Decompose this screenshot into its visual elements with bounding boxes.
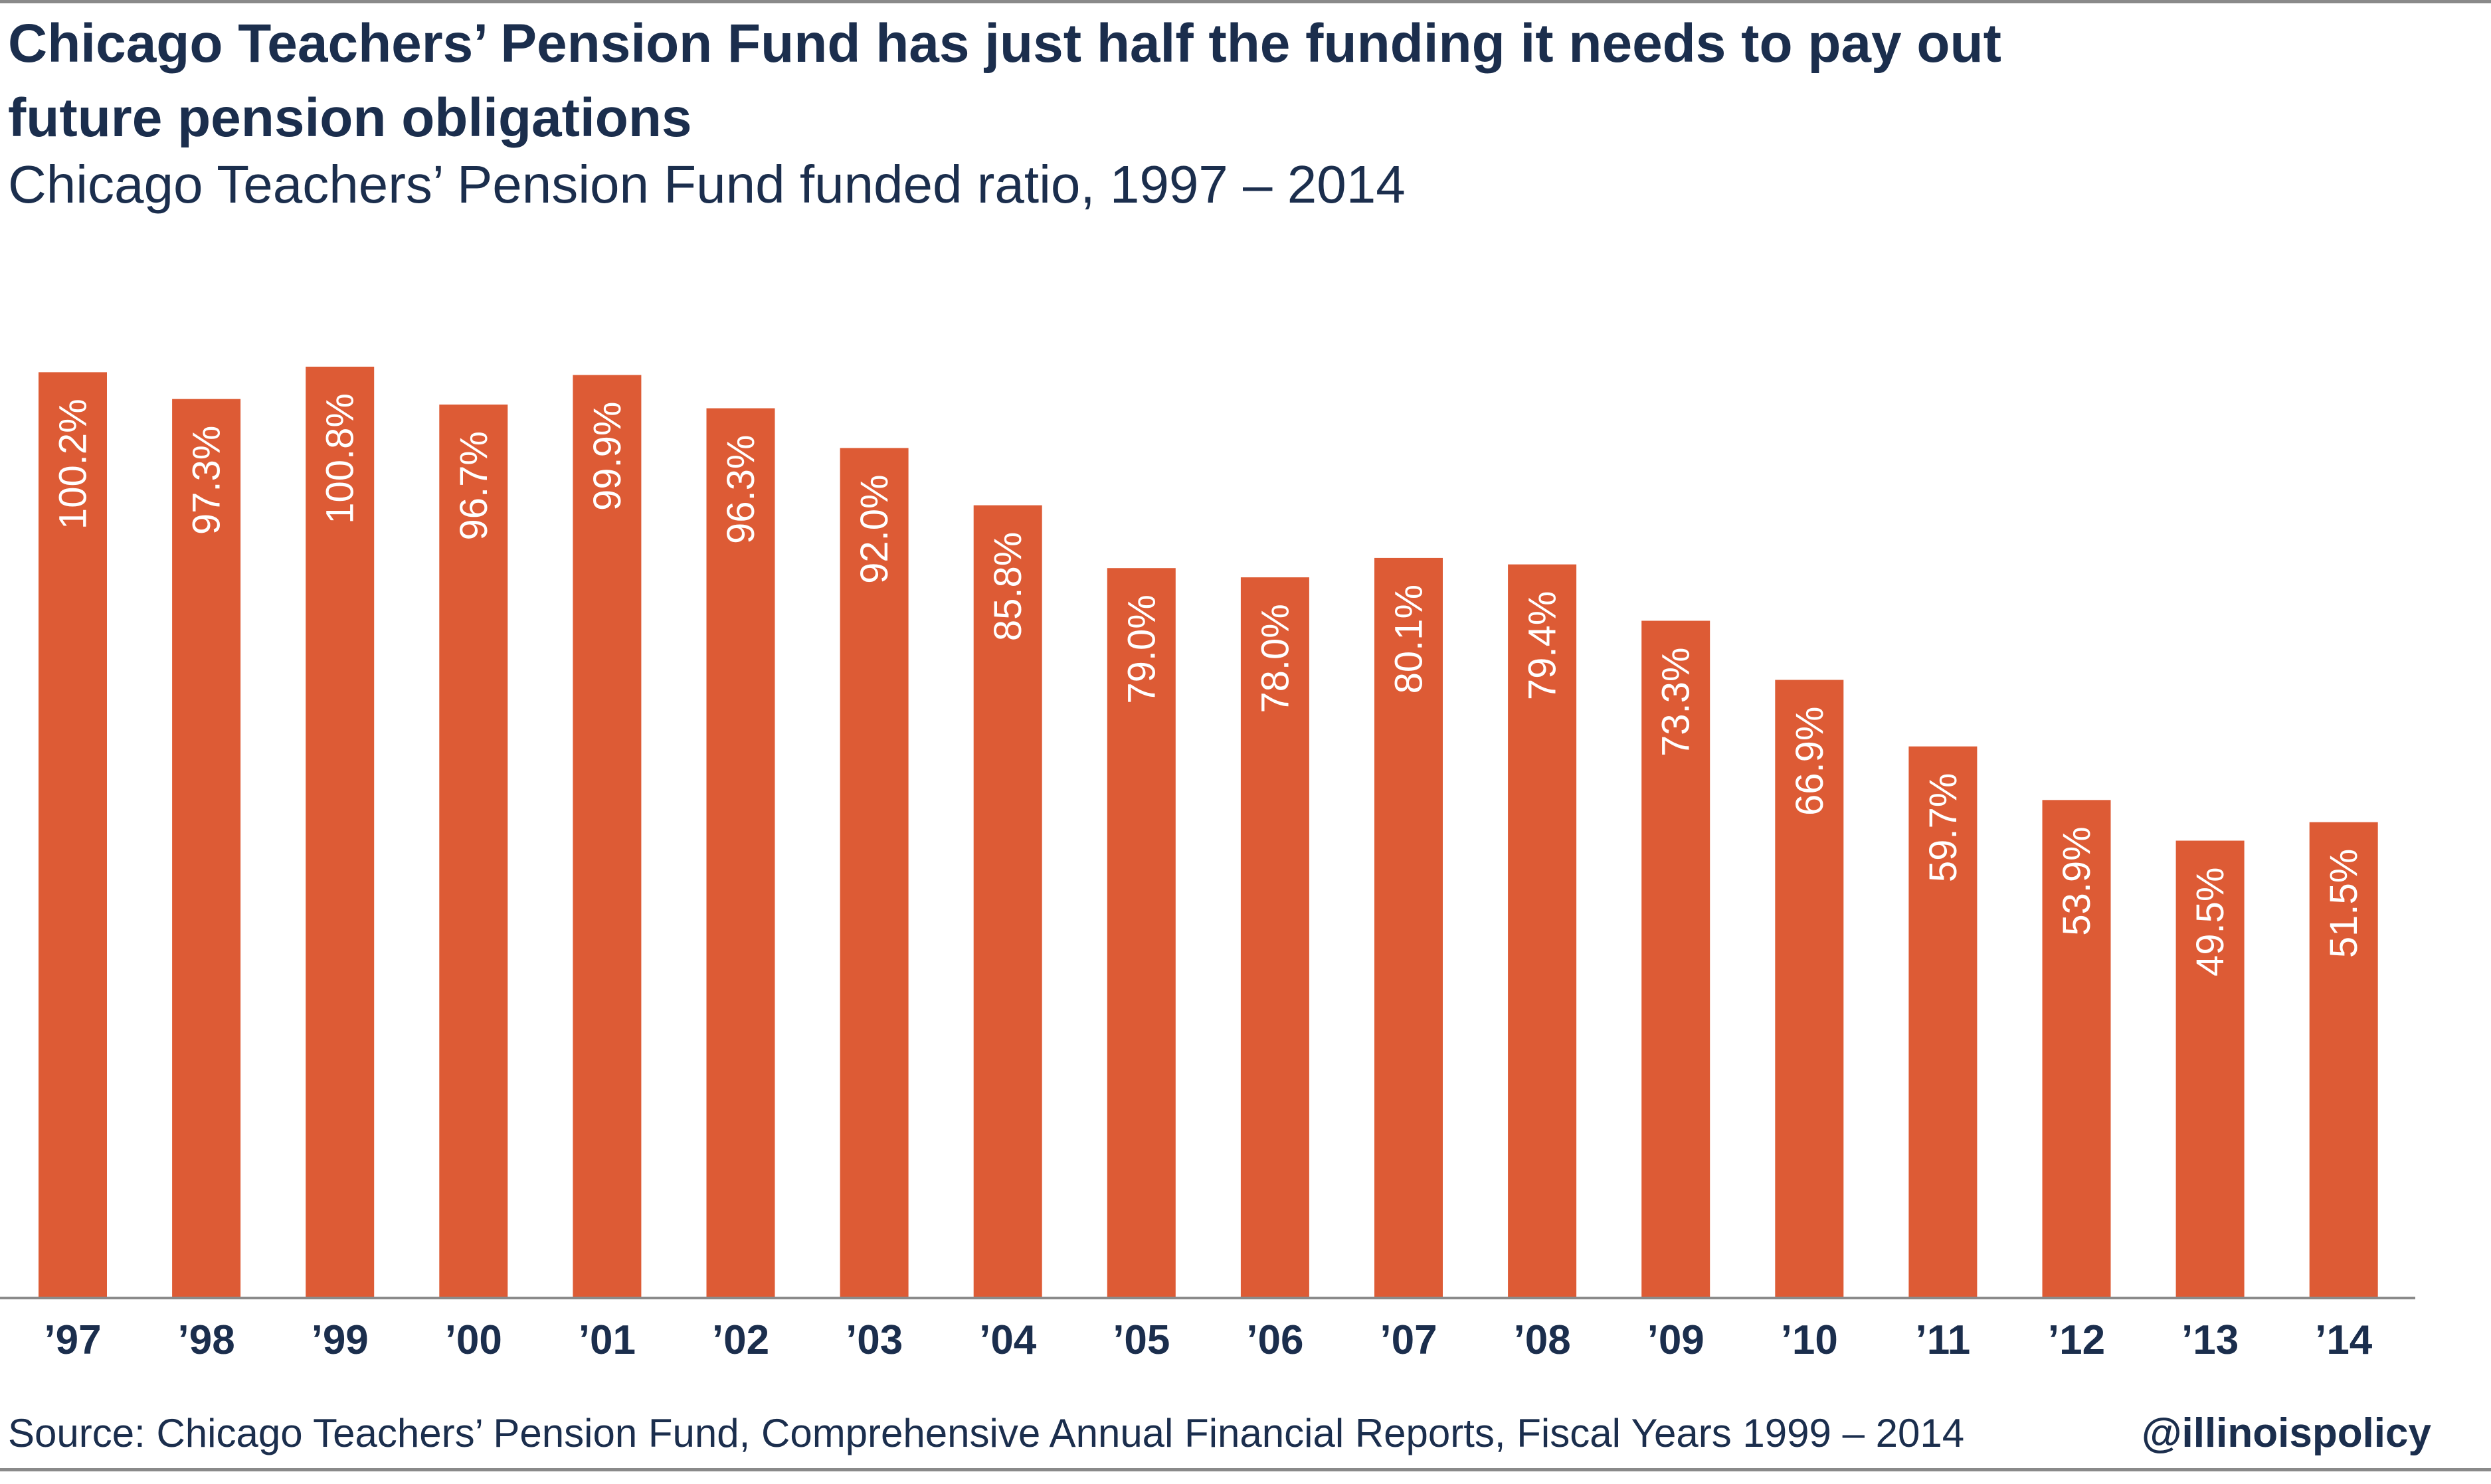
x-tick-label-5: ’02 xyxy=(712,1317,769,1363)
value-label-3: 96.7% xyxy=(452,431,496,540)
top-rule xyxy=(0,0,2491,3)
bars-layer xyxy=(39,367,2378,1299)
bottom-rule xyxy=(0,1468,2491,1471)
x-tick-label-17: ’14 xyxy=(2315,1317,2373,1363)
bar-chart: 100.2% 97.3% 100.8% 96.7% 99.9% 96.3% 92.0% 85.… xyxy=(0,367,2415,1363)
value-label-13: 66.9% xyxy=(1788,707,1831,816)
value-label-5: 96.3% xyxy=(719,435,763,544)
bar-10 xyxy=(1374,557,1443,1299)
bar-8 xyxy=(1107,568,1176,1298)
value-label-8: 79.0% xyxy=(1120,595,1163,703)
x-tick-label-9: ’06 xyxy=(1246,1317,1303,1363)
x-tick-label-13: ’10 xyxy=(1781,1317,1838,1363)
value-label-6: 92.0% xyxy=(853,474,896,583)
value-label-16: 49.5% xyxy=(2189,868,2232,976)
value-label-0: 100.2% xyxy=(52,399,95,529)
value-label-15: 53.9% xyxy=(2055,826,2098,935)
value-labels-layer: 100.2% 97.3% 100.8% 96.7% 99.9% 96.3% 92.0% 85.… xyxy=(52,393,2366,976)
x-tick-label-1: ’98 xyxy=(177,1317,234,1363)
bar-14 xyxy=(1908,746,1978,1298)
x-tick-label-8: ’05 xyxy=(1113,1317,1170,1363)
chart-title: Chicago Teachers’ Pension Fund has just … xyxy=(8,13,2001,148)
x-tick-label-12: ’09 xyxy=(1647,1317,1705,1363)
value-label-2: 100.8% xyxy=(319,393,362,524)
bar-4 xyxy=(573,375,642,1299)
bar-1 xyxy=(172,399,241,1298)
bar-5 xyxy=(706,408,775,1298)
value-label-9: 78.0% xyxy=(1253,604,1297,713)
value-label-1: 97.3% xyxy=(185,426,229,535)
value-label-12: 73.3% xyxy=(1655,647,1698,756)
twitter-handle: @illinoispolicy xyxy=(2142,1410,2431,1456)
bar-11 xyxy=(1508,564,1577,1298)
value-label-7: 85.8% xyxy=(986,532,1030,641)
x-tick-label-7: ’04 xyxy=(979,1317,1037,1363)
bar-12 xyxy=(1641,620,1710,1298)
x-tick-label-16: ’13 xyxy=(2181,1317,2239,1363)
bar-16 xyxy=(2175,840,2245,1298)
value-label-17: 51.5% xyxy=(2322,849,2365,958)
x-tick-label-4: ’01 xyxy=(579,1317,636,1363)
x-tick-label-3: ’00 xyxy=(445,1317,502,1363)
value-label-14: 59.7% xyxy=(1922,773,1965,882)
x-tick-label-10: ’07 xyxy=(1380,1317,1437,1363)
x-tick-label-0: ’97 xyxy=(44,1317,101,1363)
bar-0 xyxy=(39,372,107,1298)
source-note: Source: Chicago Teachers’ Pension Fund, … xyxy=(8,1411,1965,1455)
bar-2 xyxy=(306,367,375,1298)
x-tick-labels-layer: ’97 ’98 ’99 ’00 ’01 ’02 ’03 ’04 ’05 ’06 ’07 ’08 ’09 ’… xyxy=(44,1317,2372,1363)
x-tick-label-6: ’03 xyxy=(846,1317,903,1363)
bar-15 xyxy=(2042,800,2111,1298)
chart-subtitle: Chicago Teachers’ Pension Fund funded ra… xyxy=(8,155,1406,214)
x-tick-label-15: ’12 xyxy=(2048,1317,2105,1363)
bar-17 xyxy=(2309,822,2378,1298)
value-label-11: 79.4% xyxy=(1521,591,1564,700)
x-tick-label-11: ’08 xyxy=(1513,1317,1570,1363)
bar-6 xyxy=(840,448,909,1298)
bar-9 xyxy=(1240,577,1309,1298)
value-label-10: 80.1% xyxy=(1388,585,1431,694)
x-tick-label-2: ’99 xyxy=(312,1317,369,1363)
x-tick-label-14: ’11 xyxy=(1916,1317,1971,1363)
value-label-4: 99.9% xyxy=(586,402,629,511)
bar-3 xyxy=(439,405,508,1298)
bar-13 xyxy=(1775,680,1844,1298)
bar-7 xyxy=(973,505,1042,1298)
